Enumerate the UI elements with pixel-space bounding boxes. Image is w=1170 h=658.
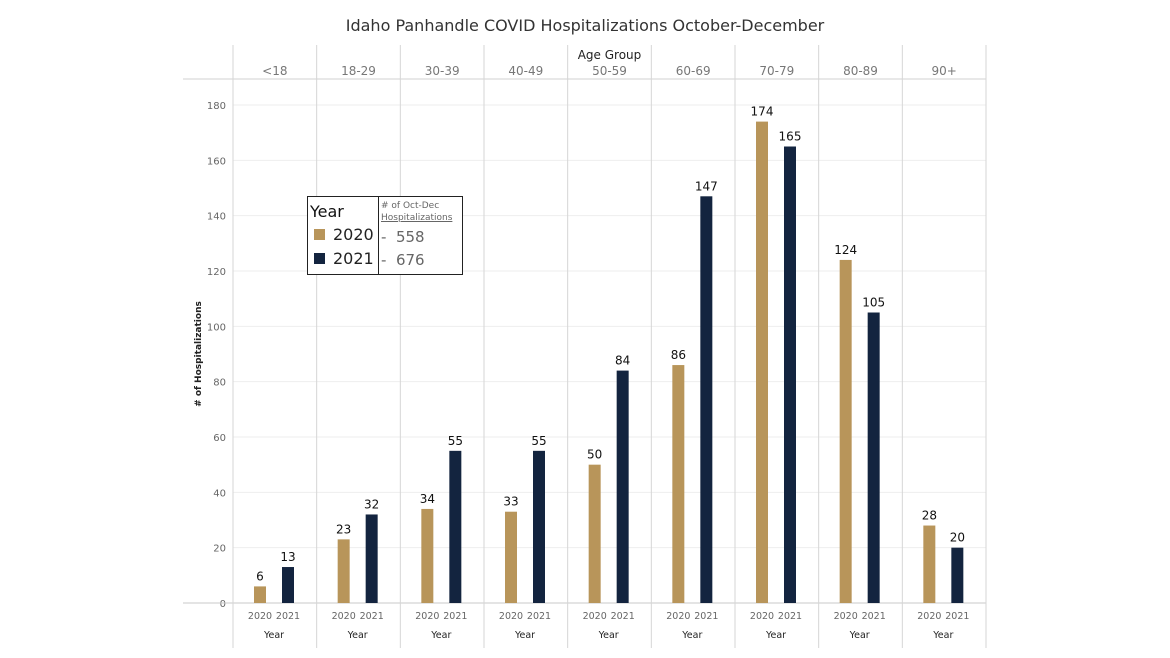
category-label: 18-29 [341, 64, 376, 78]
category-label: 70-79 [759, 64, 794, 78]
bar-2020 [505, 511, 517, 603]
data-label: 165 [779, 130, 802, 144]
data-label: 6 [256, 569, 264, 583]
category-label: 90+ [932, 64, 957, 78]
legend-title: Year [310, 202, 344, 221]
legend-swatch [314, 229, 325, 240]
bar-2021 [867, 312, 880, 603]
legend-divider [378, 197, 379, 274]
bar-2021 [533, 450, 545, 603]
bar-2020 [254, 586, 266, 603]
legend-total-2020: - 558 [381, 228, 425, 246]
x-axis-title: Year [514, 630, 535, 641]
x-tick-label: 2021 [527, 611, 551, 622]
y-tick-label: 20 [213, 544, 226, 555]
x-tick-label: 2020 [332, 611, 356, 622]
data-label: 32 [364, 497, 379, 511]
x-tick-label: 2020 [415, 611, 439, 622]
data-label: 124 [834, 243, 857, 257]
legend-label: 2020 [333, 225, 374, 244]
data-label: 86 [671, 348, 686, 362]
bar-2020 [337, 539, 350, 603]
bar-2020 [756, 121, 768, 603]
data-label: 13 [280, 550, 295, 564]
bar-2020 [421, 508, 434, 603]
bar-2020 [672, 365, 685, 603]
bar-2021 [784, 146, 796, 603]
x-tick-label: 2021 [778, 611, 802, 622]
x-tick-label: 2021 [945, 611, 969, 622]
y-tick-label: 60 [213, 433, 226, 444]
x-axis-title: Year [347, 630, 368, 641]
bar-2020 [923, 525, 936, 603]
data-label: 55 [531, 434, 546, 448]
data-label: 174 [751, 105, 774, 119]
legend: Year 2020 2021 # of Oct-Dec Hospitalizati… [307, 196, 463, 275]
x-tick-label: 2020 [583, 611, 607, 622]
category-label: 50-59 [592, 64, 627, 78]
data-label: 34 [420, 492, 435, 506]
y-tick-label: 40 [213, 488, 226, 499]
x-axis-title: Year [263, 630, 284, 641]
x-tick-label: 2020 [834, 611, 858, 622]
x-axis-title: Year [598, 630, 619, 641]
legend-item-2021[interactable]: 2021 [314, 249, 374, 268]
column-header: Age Group [578, 48, 642, 62]
x-tick-label: 2020 [750, 611, 774, 622]
legend-column-header: # of Oct-Dec Hospitalizations [381, 201, 453, 223]
legend-total-2021: - 676 [381, 251, 425, 269]
x-tick-label: 2021 [443, 611, 467, 622]
bar-2020 [839, 259, 852, 603]
x-axis-title: Year [430, 630, 451, 641]
data-label: 55 [448, 434, 463, 448]
x-axis-title: Year [765, 630, 786, 641]
bar-2021 [282, 567, 294, 603]
data-label: 20 [950, 531, 965, 545]
category-label: 60-69 [676, 64, 711, 78]
legend-swatch [314, 253, 325, 264]
category-label: 30-39 [425, 64, 460, 78]
x-axis-title: Year [681, 630, 702, 641]
data-label: 105 [862, 296, 885, 310]
data-label: 23 [336, 522, 351, 536]
data-label: 147 [695, 179, 718, 193]
x-tick-label: 2021 [276, 611, 300, 622]
data-label: 33 [503, 495, 518, 509]
y-tick-label: 100 [207, 322, 226, 333]
y-tick-label: 180 [207, 101, 226, 112]
x-tick-label: 2020 [666, 611, 690, 622]
y-tick-label: 160 [207, 156, 226, 167]
legend-label: 2021 [333, 249, 374, 268]
data-label: 84 [615, 354, 630, 368]
y-tick-label: 120 [207, 267, 226, 278]
data-label: 50 [587, 448, 602, 462]
y-tick-label: 0 [220, 599, 226, 610]
x-axis-title: Year [932, 630, 953, 641]
y-tick-label: 80 [213, 378, 226, 389]
x-tick-label: 2021 [694, 611, 718, 622]
legend-item-2020[interactable]: 2020 [314, 225, 374, 244]
bar-2021 [700, 196, 713, 604]
bar-2020 [588, 464, 601, 603]
category-label: <18 [262, 64, 287, 78]
x-tick-label: 2020 [917, 611, 941, 622]
chart-title: Idaho Panhandle COVID Hospitalizations O… [345, 16, 825, 35]
category-label: 80-89 [843, 64, 878, 78]
y-axis-title: # of Hospitalizations [194, 301, 204, 407]
x-tick-label: 2021 [360, 611, 384, 622]
x-tick-label: 2020 [248, 611, 272, 622]
bar-2021 [365, 514, 378, 603]
bar-2021 [951, 547, 964, 603]
x-axis-title: Year [849, 630, 870, 641]
category-label: 40-49 [508, 64, 543, 78]
x-tick-label: 2020 [499, 611, 523, 622]
x-tick-label: 2021 [611, 611, 635, 622]
bar-2021 [449, 450, 462, 603]
x-tick-label: 2021 [862, 611, 886, 622]
data-label: 28 [922, 509, 937, 523]
y-tick-label: 140 [207, 212, 226, 223]
bar-2021 [616, 370, 629, 603]
